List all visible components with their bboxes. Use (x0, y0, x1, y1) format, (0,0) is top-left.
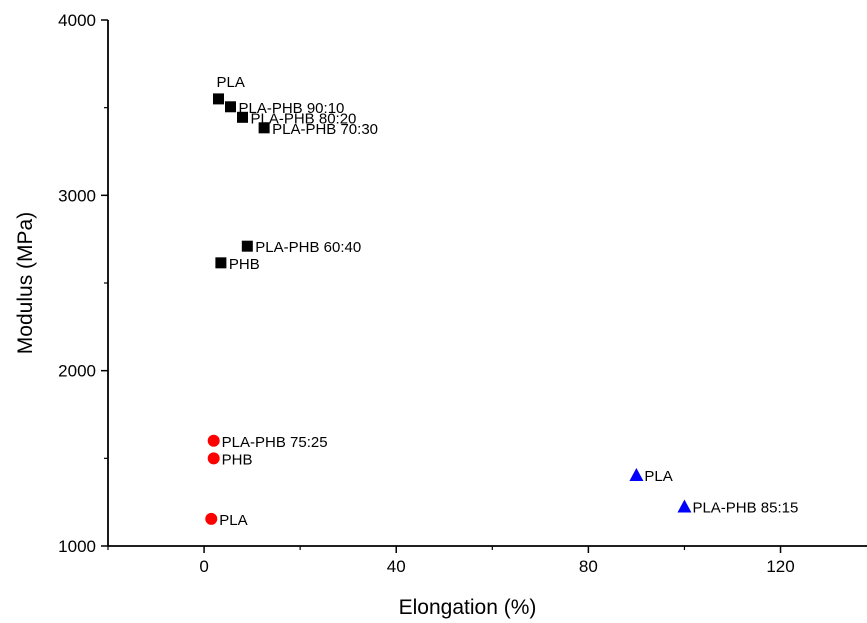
data-label: PHB (229, 256, 260, 273)
x-tick-label: 40 (387, 557, 406, 576)
x-tick-label: 80 (579, 557, 598, 576)
data-label: PLA-PHB 80:20 (251, 110, 357, 127)
x-tick-label: 0 (199, 557, 208, 576)
data-label: PLA (644, 468, 672, 485)
data-point-square (224, 101, 236, 113)
data-point-circle (207, 434, 220, 447)
y-axis-title: Modulus (MPa) (14, 212, 37, 354)
data-point-square (215, 257, 227, 269)
axes: 0 40 80 120 1000 2000 3000 4000 (58, 11, 867, 576)
data-label: PLA-PHB 90:10 (238, 100, 344, 117)
y-tick-label: 1000 (58, 537, 96, 556)
data-point-square (258, 122, 270, 134)
x-tick-label: 120 (766, 557, 794, 576)
data-point-circle (207, 452, 220, 465)
x-axis-title: Elongation (%) (399, 596, 537, 619)
data-point-square (241, 240, 253, 252)
data-label: PLA-PHB 70:30 (272, 121, 378, 138)
y-tick-label: 4000 (58, 11, 96, 30)
data-label: PLA (219, 512, 247, 529)
data-point-square (237, 111, 249, 123)
data-point-circle (205, 512, 218, 525)
data-label: PLA-PHB 75:25 (222, 434, 328, 451)
data-label: PLA (216, 74, 244, 91)
data-label: PLA-PHB 85:15 (692, 500, 798, 517)
y-tick-label: 2000 (58, 362, 96, 381)
data-point-triangle (629, 467, 644, 481)
data-label: PLA-PHB 60:40 (255, 239, 361, 256)
y-tick-label: 3000 (58, 186, 96, 205)
data-point-triangle (677, 499, 692, 513)
data-label: PHB (222, 451, 253, 468)
data-point-square (212, 93, 224, 105)
